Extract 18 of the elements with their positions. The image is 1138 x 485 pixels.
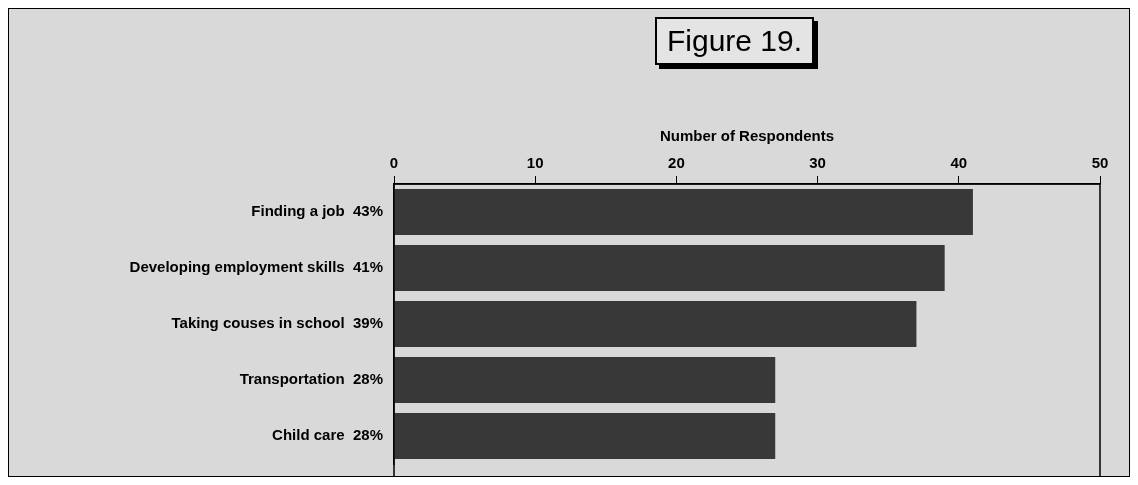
bar [394, 189, 973, 235]
bar [394, 301, 917, 347]
x-tick-label: 30 [809, 154, 826, 172]
x-tick-label: 50 [1091, 154, 1109, 172]
bar [394, 413, 776, 459]
x-tick-label: 40 [950, 154, 968, 172]
x-tick-label: 20 [668, 154, 685, 172]
y-tick-label: Developing employment skills 41% [129, 258, 383, 276]
x-tick-label: 0 [389, 154, 399, 172]
x-axis-title: Number of Respondents [659, 127, 835, 145]
bar [394, 357, 776, 403]
bar [394, 245, 945, 291]
y-tick-label: Transportation 28% [239, 370, 383, 388]
y-tick-label: Finding a job 43% [251, 202, 383, 220]
y-tick-label: Taking couses in school 39% [171, 314, 383, 332]
x-tick-label: 10 [526, 154, 544, 172]
y-tick-label: Child care 28% [272, 426, 383, 444]
chart-title: Figure 19. [655, 17, 815, 65]
